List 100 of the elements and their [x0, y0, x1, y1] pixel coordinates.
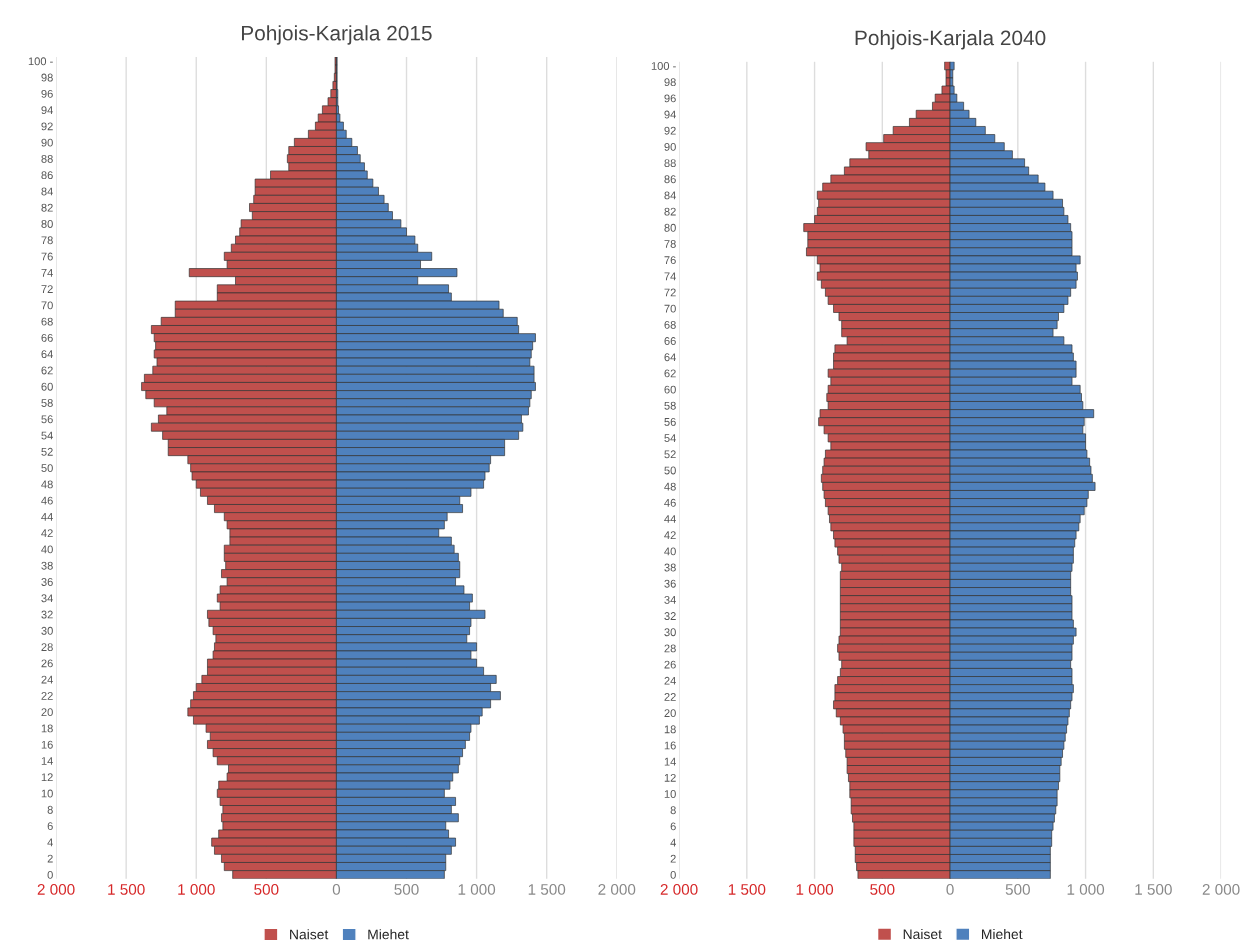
x-tick-label: 1 500 — [1135, 884, 1172, 895]
y-tick-label: 22 — [41, 691, 53, 700]
y-tick-label: 88 — [41, 154, 53, 163]
y-tick-label: 24 — [664, 676, 676, 685]
y-tick-label: 30 — [664, 628, 676, 637]
x-tick-label: 1 000 — [1067, 884, 1105, 895]
y-tick-label: 58 — [41, 399, 53, 407]
y-tick-label: 46 — [664, 498, 676, 507]
y-tick-label: 94 — [664, 110, 676, 119]
legend-label: Naiset — [903, 928, 942, 940]
x-tick-label: 2 000 — [1202, 884, 1240, 895]
y-tick-label: 14 — [41, 757, 53, 765]
y-tick-label: 44 — [664, 515, 676, 523]
legend-label: Miehet — [368, 929, 409, 940]
x-tick-label: 1 500 — [728, 884, 766, 895]
y-tick-label: 76 — [664, 256, 676, 265]
x-tick-label: 1 500 — [528, 884, 566, 895]
y-tick-label: 62 — [41, 366, 53, 375]
y-tick-label: 72 — [664, 288, 676, 297]
y-tick-label: 12 — [41, 773, 53, 782]
y-tick-label: 38 — [41, 561, 53, 570]
y-tick-label: 76 — [41, 252, 53, 261]
y-tick-label: 26 — [664, 660, 676, 669]
y-tick-label: 92 — [41, 122, 53, 131]
y-tick-label: 48 — [41, 480, 53, 489]
y-tick-label: 50 — [41, 464, 53, 473]
y-tick-label: 90 — [664, 142, 676, 151]
y-tick-label: 80 — [664, 223, 676, 232]
y-tick-label: 96 — [664, 94, 676, 103]
y-tick-label: 56 — [41, 415, 53, 424]
y-tick-label: 36 — [41, 578, 53, 586]
y-tick-label: 100 - — [651, 62, 676, 70]
x-tick-label: 0 — [946, 884, 954, 895]
y-tick-label: 18 — [664, 725, 676, 734]
y-tick-label: 78 — [41, 236, 53, 245]
y-tick-label: 40 — [664, 547, 676, 556]
y-tick-label: 52 — [664, 450, 676, 459]
y-tick-label: 44 — [41, 513, 53, 521]
y-tick-label: 62 — [664, 369, 676, 378]
y-tick-label: 64 — [41, 350, 53, 359]
x-tick-label: 1 000 — [796, 884, 834, 895]
x-tick-label: 1 500 — [108, 884, 145, 895]
y-tick-label: 24 — [41, 675, 53, 684]
x-tick-label: 500 — [1005, 884, 1030, 895]
y-tick-label: 48 — [664, 482, 676, 491]
y-tick-label: 92 — [664, 126, 676, 135]
y-tick-label: 70 — [664, 304, 676, 313]
y-tick-label: 66 — [41, 333, 53, 342]
y-tick-label: 20 — [41, 708, 53, 717]
y-tick-label: 16 — [664, 741, 676, 750]
y-tick-label: 8 — [47, 805, 53, 814]
y-tick-label: 14 — [664, 757, 676, 766]
y-tick-label: 52 — [41, 447, 53, 456]
y-tick-label: 86 — [664, 175, 676, 184]
y-tick-label: 34 — [664, 595, 676, 604]
y-tick-label: 28 — [664, 644, 676, 653]
y-tick-label: 18 — [41, 724, 53, 733]
y-tick-label: 60 — [664, 385, 676, 394]
x-tick-label: 2 000 — [598, 884, 636, 895]
x-tick-label: 1 000 — [458, 884, 496, 895]
y-tick-label: 64 — [664, 353, 676, 362]
y-tick-label: 2 — [670, 854, 676, 863]
y-tick-label: 46 — [41, 496, 53, 505]
legend-label: Naiset — [290, 929, 329, 940]
x-tick-label: 500 — [394, 884, 419, 895]
y-tick-label: 98 — [664, 78, 676, 87]
y-tick-label: 6 — [47, 822, 53, 830]
y-tick-label: 84 — [41, 187, 53, 196]
y-tick-label: 32 — [664, 612, 676, 620]
chart-title: Pohjois-Karjala 2040 — [855, 29, 1046, 50]
x-tick-label: 500 — [870, 884, 895, 895]
y-tick-label: 78 — [664, 240, 676, 248]
x-tick-label: 1 000 — [178, 884, 215, 895]
y-tick-label: 72 — [41, 285, 53, 293]
y-tick-label: 82 — [664, 207, 676, 216]
x-tick-label: 2 000 — [37, 884, 75, 895]
y-tick-label: 94 — [41, 106, 53, 115]
y-tick-label: 58 — [664, 401, 676, 410]
y-tick-label: 86 — [41, 171, 53, 180]
y-tick-label: 10 — [41, 789, 53, 798]
y-tick-label: 96 — [41, 89, 53, 98]
y-tick-label: 42 — [41, 529, 53, 537]
y-tick-label: 2 — [47, 854, 53, 863]
chart-title: Pohjois-Karjala 2015 — [242, 25, 432, 45]
y-tick-label: 38 — [664, 563, 676, 572]
y-tick-label: 98 — [41, 73, 53, 82]
y-tick-label: 54 — [664, 434, 676, 443]
y-tick-label: 12 — [664, 773, 676, 782]
y-tick-label: 100 - — [28, 57, 53, 66]
y-tick-label: 84 — [664, 191, 676, 200]
y-tick-label: 30 — [41, 626, 53, 635]
y-tick-label: 26 — [41, 659, 53, 668]
y-tick-label: 66 — [664, 337, 676, 345]
x-tick-label: 0 — [332, 884, 341, 895]
y-tick-label: 32 — [41, 610, 53, 619]
y-tick-label: 4 — [670, 838, 676, 847]
x-tick-label: 500 — [254, 884, 279, 895]
y-tick-label: 90 — [41, 138, 53, 147]
y-tick-label: 22 — [664, 693, 676, 701]
y-tick-label: 42 — [664, 531, 676, 539]
